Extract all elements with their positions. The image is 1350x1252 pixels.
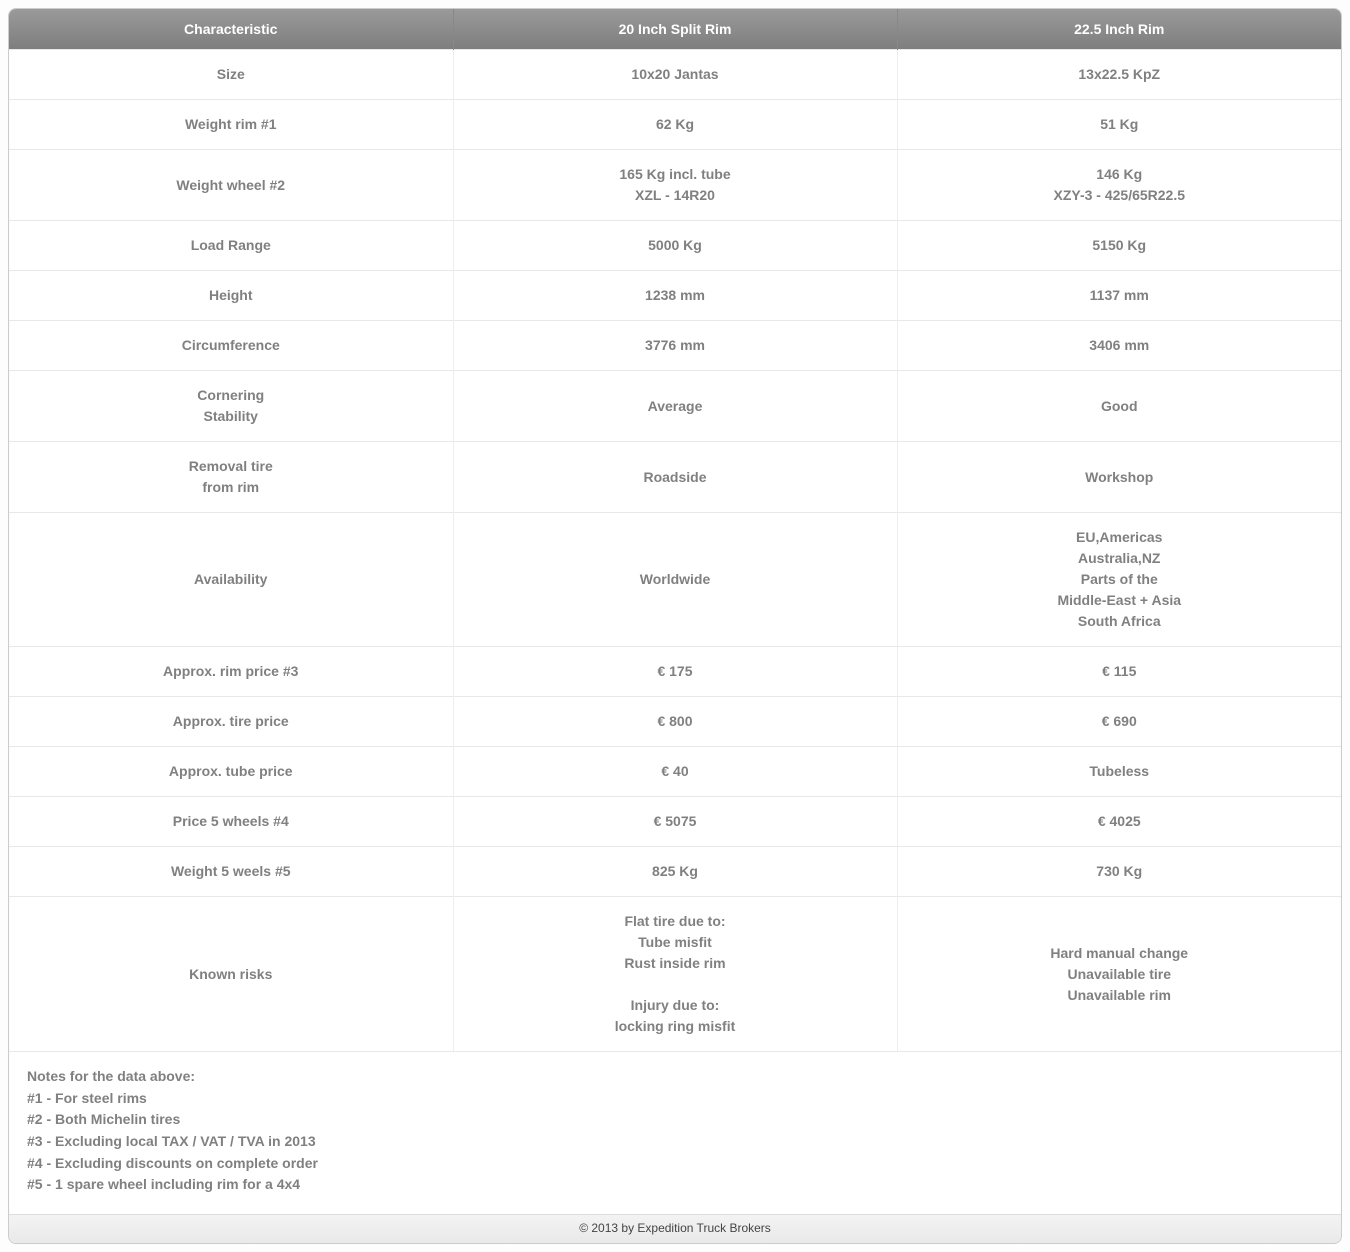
notes-title: Notes for the data above: — [27, 1066, 1323, 1088]
cell-20inch: € 175 — [453, 647, 897, 697]
table-row: Known risksFlat tire due to: Tube misfit… — [9, 897, 1341, 1052]
table-row: AvailabilityWorldwideEU,Americas Austral… — [9, 513, 1341, 647]
header-characteristic: Characteristic — [9, 9, 453, 50]
row-label: Weight rim #1 — [9, 100, 453, 150]
table-row: Removal tire from rimRoadsideWorkshop — [9, 442, 1341, 513]
cell-225inch: Workshop — [897, 442, 1341, 513]
notes-block: Notes for the data above: #1 - For steel… — [9, 1051, 1341, 1214]
cell-20inch: Average — [453, 371, 897, 442]
cell-225inch: € 4025 — [897, 797, 1341, 847]
row-label: Cornering Stability — [9, 371, 453, 442]
cell-225inch: Hard manual change Unavailable tire Unav… — [897, 897, 1341, 1052]
cell-225inch: 146 Kg XZY-3 - 425/65R22.5 — [897, 150, 1341, 221]
notes-line: #2 - Both Michelin tires — [27, 1109, 1323, 1131]
cell-225inch: EU,Americas Australia,NZ Parts of the Mi… — [897, 513, 1341, 647]
cell-225inch: Tubeless — [897, 747, 1341, 797]
notes-lines: #1 - For steel rims#2 - Both Michelin ti… — [27, 1088, 1323, 1196]
cell-20inch: Roadside — [453, 442, 897, 513]
cell-225inch: 51 Kg — [897, 100, 1341, 150]
notes-line: #3 - Excluding local TAX / VAT / TVA in … — [27, 1131, 1323, 1153]
table-row: Approx. tire price€ 800€ 690 — [9, 697, 1341, 747]
table-row: Weight 5 weels #5825 Kg730 Kg — [9, 847, 1341, 897]
cell-20inch: Flat tire due to: Tube misfit Rust insid… — [453, 897, 897, 1052]
table-row: Size10x20 Jantas13x22.5 KpZ — [9, 50, 1341, 100]
row-label: Price 5 wheels #4 — [9, 797, 453, 847]
cell-20inch: € 800 — [453, 697, 897, 747]
row-label: Availability — [9, 513, 453, 647]
table-row: Approx. rim price #3€ 175€ 115 — [9, 647, 1341, 697]
cell-20inch: 10x20 Jantas — [453, 50, 897, 100]
row-label: Approx. rim price #3 — [9, 647, 453, 697]
cell-20inch: 5000 Kg — [453, 221, 897, 271]
cell-225inch: 1137 mm — [897, 271, 1341, 321]
cell-20inch: 62 Kg — [453, 100, 897, 150]
row-label: Approx. tube price — [9, 747, 453, 797]
cell-225inch: € 690 — [897, 697, 1341, 747]
row-label: Removal tire from rim — [9, 442, 453, 513]
cell-20inch: 825 Kg — [453, 847, 897, 897]
row-label: Load Range — [9, 221, 453, 271]
comparison-table: Characteristic 20 Inch Split Rim 22.5 In… — [9, 9, 1341, 1051]
row-label: Circumference — [9, 321, 453, 371]
row-label: Approx. tire price — [9, 697, 453, 747]
cell-225inch: € 115 — [897, 647, 1341, 697]
row-label: Known risks — [9, 897, 453, 1052]
comparison-table-wrap: Characteristic 20 Inch Split Rim 22.5 In… — [8, 8, 1342, 1244]
table-row: Load Range5000 Kg5150 Kg — [9, 221, 1341, 271]
row-label: Weight wheel #2 — [9, 150, 453, 221]
row-label: Weight 5 weels #5 — [9, 847, 453, 897]
notes-line: #1 - For steel rims — [27, 1088, 1323, 1110]
cell-20inch: 1238 mm — [453, 271, 897, 321]
table-row: Approx. tube price€ 40Tubeless — [9, 747, 1341, 797]
table-row: Circumference3776 mm3406 mm — [9, 321, 1341, 371]
table-body: Size10x20 Jantas13x22.5 KpZWeight rim #1… — [9, 50, 1341, 1052]
table-row: Cornering StabilityAverageGood — [9, 371, 1341, 442]
cell-20inch: Worldwide — [453, 513, 897, 647]
row-label: Height — [9, 271, 453, 321]
table-row: Height1238 mm1137 mm — [9, 271, 1341, 321]
header-225inch: 22.5 Inch Rim — [897, 9, 1341, 50]
footer-copyright: © 2013 by Expedition Truck Brokers — [9, 1214, 1341, 1243]
notes-line: #5 - 1 spare wheel including rim for a 4… — [27, 1174, 1323, 1196]
cell-20inch: 3776 mm — [453, 321, 897, 371]
table-row: Price 5 wheels #4€ 5075€ 4025 — [9, 797, 1341, 847]
header-20inch: 20 Inch Split Rim — [453, 9, 897, 50]
cell-225inch: Good — [897, 371, 1341, 442]
cell-225inch: 3406 mm — [897, 321, 1341, 371]
table-row: Weight wheel #2165 Kg incl. tube XZL - 1… — [9, 150, 1341, 221]
cell-20inch: € 5075 — [453, 797, 897, 847]
table-row: Weight rim #162 Kg51 Kg — [9, 100, 1341, 150]
cell-20inch: 165 Kg incl. tube XZL - 14R20 — [453, 150, 897, 221]
cell-225inch: 13x22.5 KpZ — [897, 50, 1341, 100]
header-row: Characteristic 20 Inch Split Rim 22.5 In… — [9, 9, 1341, 50]
row-label: Size — [9, 50, 453, 100]
cell-225inch: 5150 Kg — [897, 221, 1341, 271]
cell-225inch: 730 Kg — [897, 847, 1341, 897]
notes-line: #4 - Excluding discounts on complete ord… — [27, 1153, 1323, 1175]
cell-20inch: € 40 — [453, 747, 897, 797]
